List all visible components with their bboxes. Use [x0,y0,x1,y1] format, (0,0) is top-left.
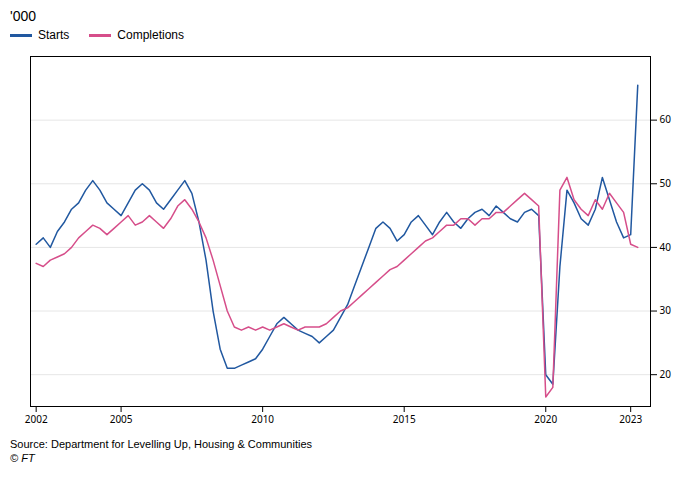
svg-text:40: 40 [660,240,672,254]
svg-text:2002: 2002 [25,412,48,426]
html-text:Source: Department for Levelli: Source: Department for Levelling Up, Hou… [10,438,312,450]
svg-text:2005: 2005 [110,412,133,426]
html-text:'000: '000 [10,8,36,24]
svg-text:20: 20 [660,367,672,381]
html-text:Starts: Starts [38,28,70,42]
html-text:Completions: Completions [117,28,184,42]
svg-text:60: 60 [660,112,672,126]
svg-text:2023: 2023 [619,412,642,426]
svg-text:2020: 2020 [534,412,557,426]
svg-text:2010: 2010 [251,412,274,426]
svg-text:2015: 2015 [393,412,416,426]
svg-text:50: 50 [660,176,672,190]
svg-text:30: 30 [660,303,672,317]
html-text:© FT: © FT [10,452,35,464]
